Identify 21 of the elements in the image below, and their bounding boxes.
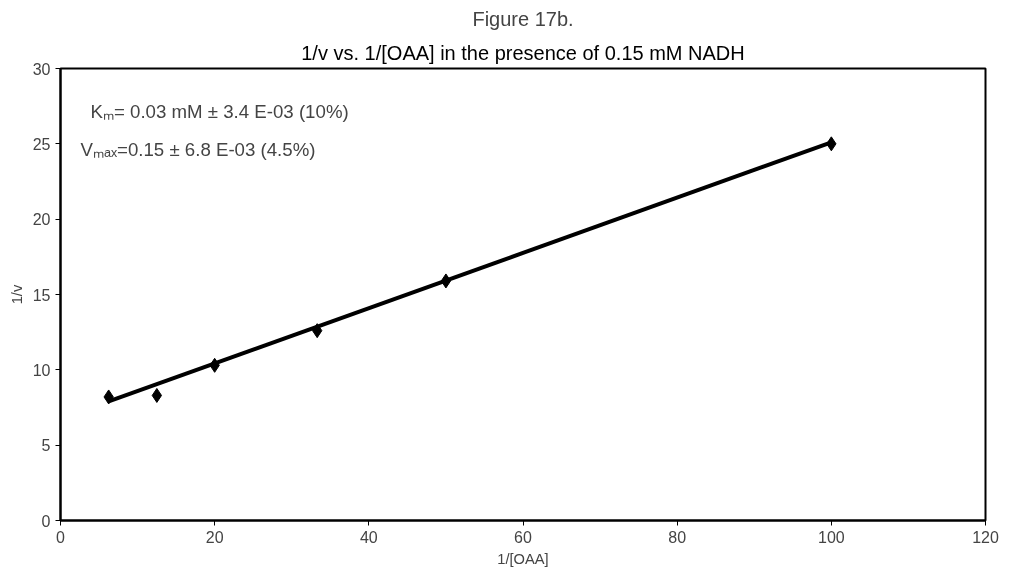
chart-title: Figure 17b. [472,7,574,30]
x-tick-label: 120 [972,528,999,546]
annotation: Vₘₐₓ=0.15 ± 6.8 E-03 (4.5%) [80,138,316,160]
y-tick-label: 10 [32,361,51,379]
x-tick-label: 0 [56,528,66,546]
x-tick-label: 100 [817,528,845,546]
y-axis-title: 1/v [8,284,25,305]
y-tick-label: 0 [41,512,51,530]
point [151,387,163,403]
x-axis-title: 1/[OAA] [497,550,549,567]
y-tick-label: 30 [32,60,51,78]
chart-subtitle: 1/v vs. 1/[OAA] in the presence of 0.15 mM NADH [301,41,745,64]
x-tick-label: 80 [668,528,687,546]
annotation: Kₘ= 0.03 mM ± 3.4 E-03 (10%) [90,100,349,122]
y-tick-label: 25 [32,135,51,153]
x-tick-label: 40 [359,528,378,546]
y-tick-label: 20 [32,211,51,229]
y-tick-label: 5 [41,437,51,455]
x-tick-label: 60 [514,528,532,546]
y-tick-label: 15 [32,286,51,304]
x-tick-label: 20 [205,528,224,546]
